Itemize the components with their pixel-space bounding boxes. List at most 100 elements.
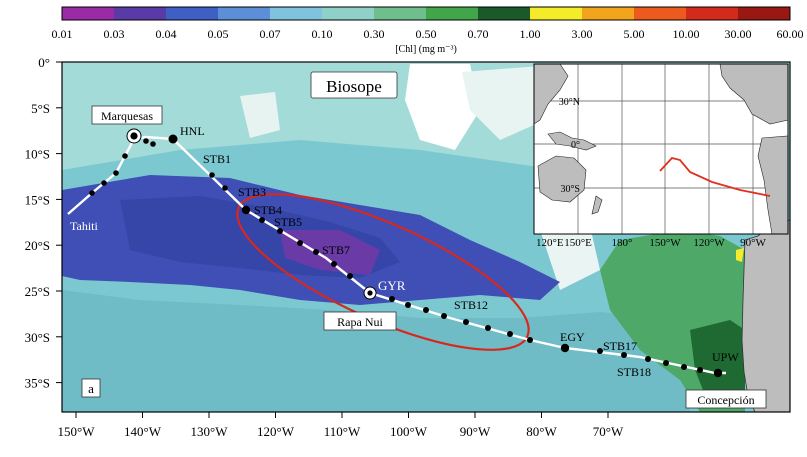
station-label-stb17: STB17 [603,339,637,353]
inset-cruise-route [659,156,771,197]
station-dot [122,153,128,159]
station-dot [222,185,228,191]
cloud-patch [462,66,545,140]
inset-y-tick-label: 0° [571,140,580,151]
colorbar-swatch [530,7,583,20]
station-dot [150,141,156,147]
station-dot [441,313,447,319]
tahiti-label: Tahiti [70,219,98,233]
inset-x-axis: 120°E 150°E 180° 150°W 120°W 90°W [536,237,767,249]
station-dot [423,307,429,313]
station-label-hnl: HNL [180,124,205,138]
colorbar-tick-label: 1.00 [520,27,541,41]
inset-y-tick-label: 30°S [560,184,580,195]
southern-water [62,290,690,412]
map-y-axis: 0° 5°S 10°S 15°S 20°S 25°S 30°S 35°S [25,55,62,391]
colorbar-tick-label: 10.00 [673,27,700,41]
map-x-tick-label: 70°W [593,424,624,439]
colorbar-swatch [322,7,375,20]
station-dot [143,138,149,144]
station-dot [621,352,627,358]
colorbar-tick-label: 0.07 [260,27,281,41]
inset-x-tick-label: 120°E [536,237,564,249]
station-markers [89,134,723,378]
map-x-tick-label: 150°W [58,424,96,439]
station-label-egy: EGY [560,330,585,344]
inset-islands [547,131,597,151]
station-dot [259,217,265,223]
colorbar-swatch [738,7,791,20]
map-y-tick-label: 20°S [25,238,50,253]
colorbar-swatch [270,7,323,20]
map-x-tick-label: 90°W [460,424,491,439]
station-dot [389,296,395,302]
colorbar-swatch [374,7,427,20]
inset-x-tick-label: 150°E [564,237,592,249]
inset-x-tick-label: 150°W [649,237,681,249]
map-title-box [310,71,398,99]
cloud-patch [405,64,480,150]
inset-newzealand-land [591,195,603,215]
station-dot [347,273,353,279]
colorbar-swatch [114,7,167,20]
colorbar-title: [Chl] (mg m⁻³) [395,44,457,55]
colorbar-swatch [582,7,635,20]
colorbar-tick-label: 5.00 [624,27,645,41]
station-dot [113,170,119,176]
gyre-core [280,230,380,275]
station-dot [277,228,283,234]
inset-australia-land [537,155,587,203]
station-label-stb4: STB4 [254,203,282,217]
inset-map: 120°E 150°E 180° 150°W 120°W 90°W 30°N 0° 30°S [533,63,789,249]
cruise-track [67,135,726,375]
colorbar-swatch [634,7,687,20]
station-dot [713,368,723,378]
colorbar-tick-label: 0.70 [468,27,489,41]
station-dot [463,319,469,325]
station-dot [313,249,319,255]
concepcion-label: Concepción [697,393,754,407]
map-y-tick-label: 25°S [25,284,50,299]
map-x-tick-label: 140°W [124,424,162,439]
station-dot [89,190,95,196]
station-label-upw: UPW [712,350,739,364]
coastal-yellow [736,248,744,262]
station-dot [331,261,337,267]
colorbar-swatch [686,7,739,20]
map-title: Biosope [326,77,382,96]
marquesas-label-box [91,105,163,125]
cloud-patch [240,92,280,138]
cloud-patch [540,226,600,290]
map-y-tick-label: 35°S [25,376,50,391]
rapa-nui-marker [363,286,377,300]
station-label-gyr: GYR [378,278,406,293]
station-dot [168,134,178,144]
colorbar-tick-label: 0.01 [52,27,73,41]
station-dot [297,240,303,246]
colorbar-swatch [166,7,219,20]
station-label-stb5: STB5 [274,215,302,229]
colorbar-tick-label: 30.00 [725,27,752,41]
inset-y-tick-label: 30°N [559,97,580,108]
station-label-stb12: STB12 [454,298,488,312]
station-dot [507,331,513,337]
panel-label-box [81,378,101,398]
colorbar-swatches [62,7,791,20]
map-y-tick-label: 5°S [31,101,50,116]
station-dot [560,343,570,353]
inset-frame [533,63,789,235]
colorbar-tick-label: 3.00 [572,27,593,41]
colorbar-swatch [478,7,531,20]
inset-x-tick-label: 90°W [740,237,766,249]
inset-asia-land [533,63,569,125]
map-frame [61,61,791,413]
station-dot [597,348,603,354]
colorbar-tick-label: 0.05 [208,27,229,41]
inset-x-tick-label: 120°W [693,237,725,249]
colorbar-tick-label: 0.30 [364,27,385,41]
map-x-tick-label: 130°W [191,424,229,439]
colorbar-swatch [218,7,271,20]
station-label-stb1: STB1 [203,152,231,166]
station-dot [101,180,107,186]
